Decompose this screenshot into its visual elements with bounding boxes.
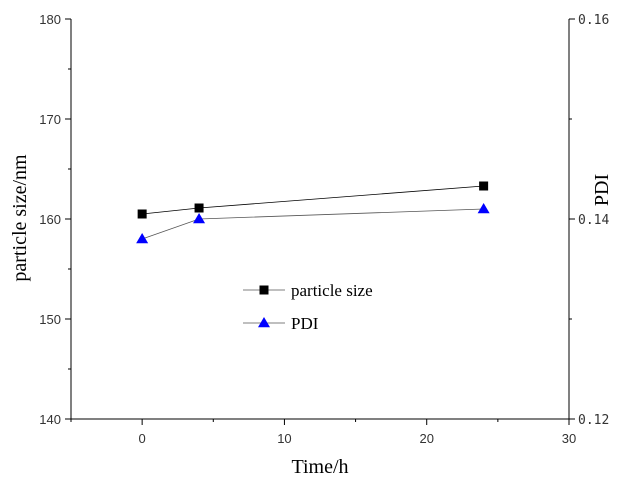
data-point-1: [136, 233, 149, 244]
y-axis-title-left: particle size/nm: [9, 154, 31, 282]
ticks: 0 10 20 30 140 150 160 170 180 0.12 0.14 0.16: [39, 12, 609, 446]
y-tick-label-left: 180: [39, 12, 61, 27]
x-tick-label: 10: [277, 431, 291, 446]
legend-marker-1: [258, 317, 270, 328]
data-point-1: [477, 203, 490, 214]
x-tick-label: 0: [139, 431, 146, 446]
y-tick-label-left: 140: [39, 412, 61, 427]
y-axis-title-right: PDI: [591, 174, 613, 206]
series: [136, 181, 490, 244]
x-tick-label: 30: [562, 431, 576, 446]
y-tick-label-right: 0.14: [578, 213, 609, 228]
y-tick-label-left: 160: [39, 212, 61, 227]
y-tick-label-right: 0.16: [578, 13, 609, 28]
data-point-0: [194, 203, 204, 213]
y-tick-label-right: 0.12: [578, 413, 609, 428]
legend-marker-0: [259, 285, 269, 295]
x-axis-title: Time/h: [291, 456, 348, 478]
x-tick-label: 20: [419, 431, 433, 446]
data-point-1: [193, 213, 206, 224]
legend: particle size PDI: [243, 281, 373, 333]
series-line-0: [142, 185, 484, 215]
series-line-1: [142, 208, 484, 240]
data-point-0: [137, 209, 147, 219]
legend-label-1: PDI: [291, 314, 319, 333]
legend-label-0: particle size: [291, 281, 373, 300]
data-point-0: [479, 181, 489, 191]
y-tick-label-left: 150: [39, 312, 61, 327]
axes: [70, 19, 570, 420]
y-tick-label-left: 170: [39, 112, 61, 127]
